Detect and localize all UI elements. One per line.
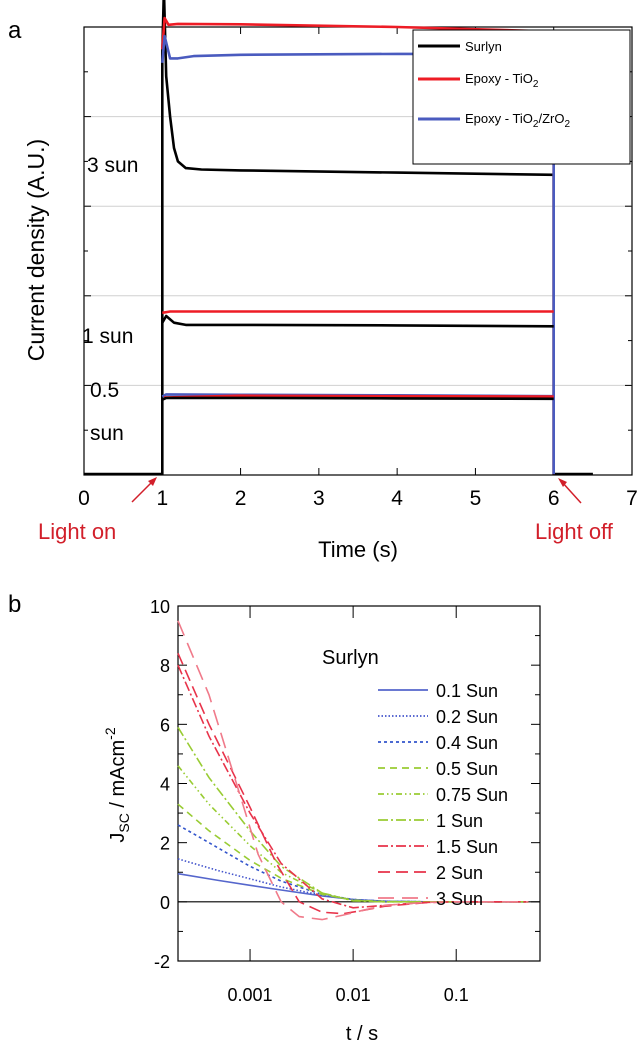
chart-a-x-tick-label: 3 (313, 487, 325, 510)
light-on-arrow (131, 480, 154, 503)
y-title-unit: / mAcm (107, 740, 129, 813)
chart-b-x-axis-title: t / s (346, 1023, 378, 1045)
panel-b-letter: b (8, 591, 21, 618)
chart-b-y-tick-label: 10 (150, 597, 170, 617)
chart-a-x-tick-label: 2 (235, 487, 247, 510)
y-title-j: J (107, 833, 129, 843)
legend-label-surlyn: Surlyn (465, 39, 502, 54)
light-off-arrow (561, 481, 582, 504)
chart-a-ticks: 0 1 2 3 4 5 6 7 (78, 27, 638, 510)
chart-b-y-tick-label: 6 (160, 715, 170, 735)
chart-a-series-line (162, 310, 554, 315)
chart-b-legend-label: 1.5 Sun (436, 837, 498, 857)
panel-a-letter: a (8, 17, 22, 44)
light-on-label: Light on (38, 519, 116, 544)
y-title-exp: -2 (102, 727, 118, 740)
chart-b-y-axis-title: JSC / mAcm-2 (102, 727, 132, 842)
light-off-label: Light off (535, 519, 614, 544)
chart-a-x-tick-label: 4 (391, 487, 403, 510)
chart-a-series-line (161, 314, 554, 328)
chart-b-x-tick-label: 0.001 (228, 985, 273, 1005)
chart-b-x-tick-label: 0.01 (336, 985, 371, 1005)
legend-label-epoxy-tio2-main: Epoxy - TiO (465, 71, 533, 86)
label-0-5-sun-top: 0.5 (90, 379, 119, 402)
light-off-arrowhead (558, 478, 567, 487)
legend-label-epoxy-tio2-zro2: Epoxy - TiO2/ZrO2 (465, 111, 570, 130)
label-3-sun: 3 sun (87, 154, 138, 177)
chart-b-legend-label: 0.4 Sun (436, 733, 498, 753)
chart-b-series-line (177, 726, 529, 903)
chart-b-y-tick-label: 8 (160, 656, 170, 676)
chart-a-series-line (161, 396, 554, 401)
chart-b-y-tick-label: 0 (160, 893, 170, 913)
chart-a-x-axis-title: Time (s) (318, 537, 398, 562)
chart-b-legend-label: 0.2 Sun (436, 707, 498, 727)
chart-b-legend-label: 1 Sun (436, 811, 483, 831)
chart-b-series-line (177, 620, 529, 921)
chart-a-legend: Surlyn Epoxy - TiO2 Epoxy - TiO2/ZrO2 (412, 29, 631, 165)
chart-b: -2 0 2 4 6 8 10 0.001 0.01 0.1 Surlyn 0.1 Sun 0.2 … (102, 597, 541, 1045)
chart-b-series (177, 620, 529, 921)
legend-label-epoxy-tio2: Epoxy - TiO2 (465, 71, 539, 90)
chart-b-y-tick-label: 4 (160, 775, 170, 795)
chart-a-x-tick-label: 7 (626, 487, 638, 510)
chart-b-legend-label: 2 Sun (436, 863, 483, 883)
chart-b-legend-label: 3 Sun (436, 889, 483, 909)
chart-b-legend: Surlyn 0.1 Sun 0.2 Sun 0.4 Sun 0.5 Sun 0.75 … (322, 647, 508, 909)
legend-label-epoxy-zro2-part2: /ZrO (538, 111, 564, 126)
chart-a-x-tick-label: 6 (548, 487, 560, 510)
light-on-arrowhead (148, 477, 157, 486)
label-0-5-sun-bottom: sun (90, 422, 124, 445)
y-title-sc: SC (116, 813, 132, 832)
legend-label-epoxy-zro2-sub2: 2 (564, 119, 570, 130)
chart-b-x-tick-label: 0.1 (444, 985, 469, 1005)
chart-b-legend-label: 0.75 Sun (436, 785, 508, 805)
chart-b-legend-label: 0.5 Sun (436, 759, 498, 779)
legend-label-epoxy-zro2-part1: Epoxy - TiO (465, 111, 533, 126)
chart-b-legend-label: 0.1 Sun (436, 681, 498, 701)
legend-label-epoxy-zro2-sub1: 2 (533, 119, 539, 130)
chart-b-series-line (177, 652, 529, 915)
chart-a-x-tick-label: 1 (156, 487, 168, 510)
chart-b-y-tick-label: -2 (154, 952, 170, 972)
chart-b-legend-title: Surlyn (322, 647, 379, 669)
label-1-sun: 1 sun (82, 325, 133, 348)
chart-a-y-axis-title: Current density (A.U.) (23, 139, 49, 361)
chart-a-x-tick-label: 5 (470, 487, 482, 510)
chart-a-x-tick-label: 0 (78, 487, 90, 510)
legend-label-epoxy-tio2-sub: 2 (533, 79, 539, 90)
chart-b-y-tick-label: 2 (160, 834, 170, 854)
chart-a-legend-box (412, 29, 631, 165)
